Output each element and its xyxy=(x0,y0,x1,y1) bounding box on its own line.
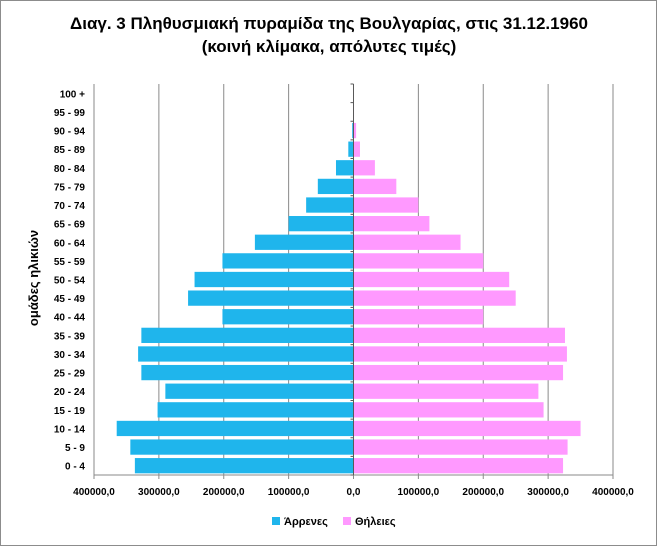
bar-males xyxy=(195,272,354,287)
bar-males xyxy=(289,216,354,231)
bar-females xyxy=(354,458,564,473)
y-tick-label: 70 - 74 xyxy=(54,201,86,212)
legend-swatch-males xyxy=(272,517,280,525)
legend-label-females: Θήλειες xyxy=(355,516,396,528)
x-tick-label: 0,0 xyxy=(347,487,361,498)
legend-label-males: Άρρενες xyxy=(284,516,328,528)
bar-males xyxy=(222,309,353,324)
bar-females xyxy=(354,384,539,399)
y-tick-label: 75 - 79 xyxy=(54,182,86,193)
bar-females xyxy=(354,160,375,175)
y-tick-label: 15 - 19 xyxy=(54,406,86,417)
x-tick-label: 200000,0 xyxy=(203,487,245,498)
y-tick-label: 55 - 59 xyxy=(54,257,86,268)
bar-males xyxy=(306,197,353,212)
bar-females xyxy=(354,253,484,268)
bar-males xyxy=(222,253,353,268)
x-tick-label: 400000,0 xyxy=(592,487,634,498)
bar-males xyxy=(138,346,353,361)
y-tick-label: 100 + xyxy=(60,89,85,100)
x-tick-label: 200000,0 xyxy=(462,487,504,498)
bar-females xyxy=(354,290,516,305)
bar-males xyxy=(255,235,354,250)
bar-females xyxy=(354,439,568,454)
y-tick-label: 45 - 49 xyxy=(54,294,86,305)
bar-females xyxy=(354,235,461,250)
x-tick-label: 100000,0 xyxy=(398,487,440,498)
y-tick-label: 20 - 24 xyxy=(54,387,86,398)
bar-males xyxy=(141,328,353,343)
bars xyxy=(117,86,581,474)
bar-males xyxy=(117,421,354,436)
y-tick-label: 40 - 44 xyxy=(54,313,86,324)
bar-females xyxy=(354,309,484,324)
bar-females xyxy=(354,142,360,157)
bar-males xyxy=(165,384,353,399)
bar-males xyxy=(158,402,354,417)
y-tick-label: 25 - 29 xyxy=(54,369,86,380)
chart-subtitle: (κοινή κλίμακα, απόλυτες τιμές) xyxy=(202,37,457,56)
bar-males xyxy=(318,179,354,194)
chart-title: Διαγ. 3 Πληθυσμιακή πυραμίδα της Βουλγαρ… xyxy=(70,14,588,33)
y-tick-label: 30 - 34 xyxy=(54,350,86,361)
y-axis-title: ομάδες ηλικιών xyxy=(26,230,41,326)
y-tick-label: 90 - 94 xyxy=(54,127,86,138)
bar-females xyxy=(354,365,564,380)
y-tick-label: 95 - 99 xyxy=(54,108,86,119)
bar-males xyxy=(348,142,353,157)
bar-females xyxy=(354,197,419,212)
legend: Άρρενες Θήλειες xyxy=(272,516,396,528)
bar-males xyxy=(135,458,354,473)
bar-females xyxy=(354,328,565,343)
y-tick-label: 85 - 89 xyxy=(54,145,86,156)
y-tick-label: 80 - 84 xyxy=(54,164,86,175)
x-tick-label: 300000,0 xyxy=(527,487,569,498)
x-tick-label: 300000,0 xyxy=(138,487,180,498)
y-tick-label: 65 - 69 xyxy=(54,220,86,231)
bar-females xyxy=(354,402,544,417)
bar-females xyxy=(354,216,430,231)
bar-females xyxy=(354,179,397,194)
y-tick-label: 0 - 4 xyxy=(65,462,85,473)
y-tick-label: 60 - 64 xyxy=(54,238,86,249)
bar-males xyxy=(130,439,353,454)
bar-females xyxy=(354,421,581,436)
bar-males xyxy=(141,365,353,380)
y-tick-label: 10 - 14 xyxy=(54,424,86,435)
y-tick-label: 35 - 39 xyxy=(54,331,86,342)
bar-males xyxy=(188,290,353,305)
x-tick-label: 100000,0 xyxy=(268,487,310,498)
y-tick-label: 5 - 9 xyxy=(65,443,85,454)
bar-females xyxy=(354,272,510,287)
x-tick-label: 400000,0 xyxy=(73,487,115,498)
bar-females xyxy=(354,346,567,361)
legend-swatch-females xyxy=(343,517,351,525)
bar-males xyxy=(336,160,354,175)
y-tick-label: 50 - 54 xyxy=(54,276,86,287)
